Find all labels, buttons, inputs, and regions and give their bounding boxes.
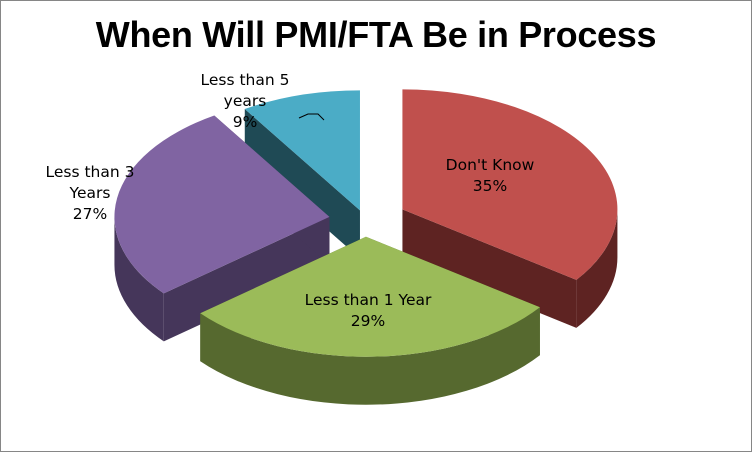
slice-name-3-line-0: Less than 5 bbox=[201, 71, 290, 89]
slice-name-0-line-0: Don't Know bbox=[446, 156, 535, 174]
chart-title: When Will PMI/FTA Be in Process bbox=[95, 14, 657, 55]
slice-value-0: 35% bbox=[473, 177, 507, 195]
pie-slice-2-rim-0 bbox=[114, 216, 164, 342]
slice-name-2-line-0: Less than 3 bbox=[46, 163, 135, 181]
slice-label-1: Less than 1 Year 29% bbox=[305, 291, 432, 330]
slice-name-2-line-1: Years bbox=[69, 184, 111, 202]
pie-slice-0-rim-0 bbox=[576, 209, 618, 328]
slice-label-3: Less than 5 years 9% bbox=[201, 71, 290, 131]
pie-slice-3-wall-0 bbox=[244, 109, 360, 259]
pie-slice-0 bbox=[402, 89, 618, 280]
slice-name-1-line-0: Less than 1 Year bbox=[305, 291, 432, 309]
slice-name-3-line-1: years bbox=[224, 92, 267, 110]
pie-slice-3 bbox=[244, 90, 360, 211]
pie-slice-2-wall-0 bbox=[163, 216, 330, 342]
leader-line bbox=[298, 113, 325, 121]
pie-slice-2 bbox=[114, 115, 330, 294]
slice-value-3: 9% bbox=[233, 113, 258, 131]
slice-label-0: Don't Know 35% bbox=[446, 156, 535, 195]
pie-slice-0-wall-1 bbox=[402, 209, 577, 328]
pie-slice-1 bbox=[200, 236, 540, 357]
slice-label-2: Less than 3 Years 27% bbox=[46, 163, 135, 223]
pie-slice-1-rim-0 bbox=[200, 307, 540, 405]
slice-value-2: 27% bbox=[73, 205, 107, 223]
slice-value-1: 29% bbox=[351, 312, 385, 330]
